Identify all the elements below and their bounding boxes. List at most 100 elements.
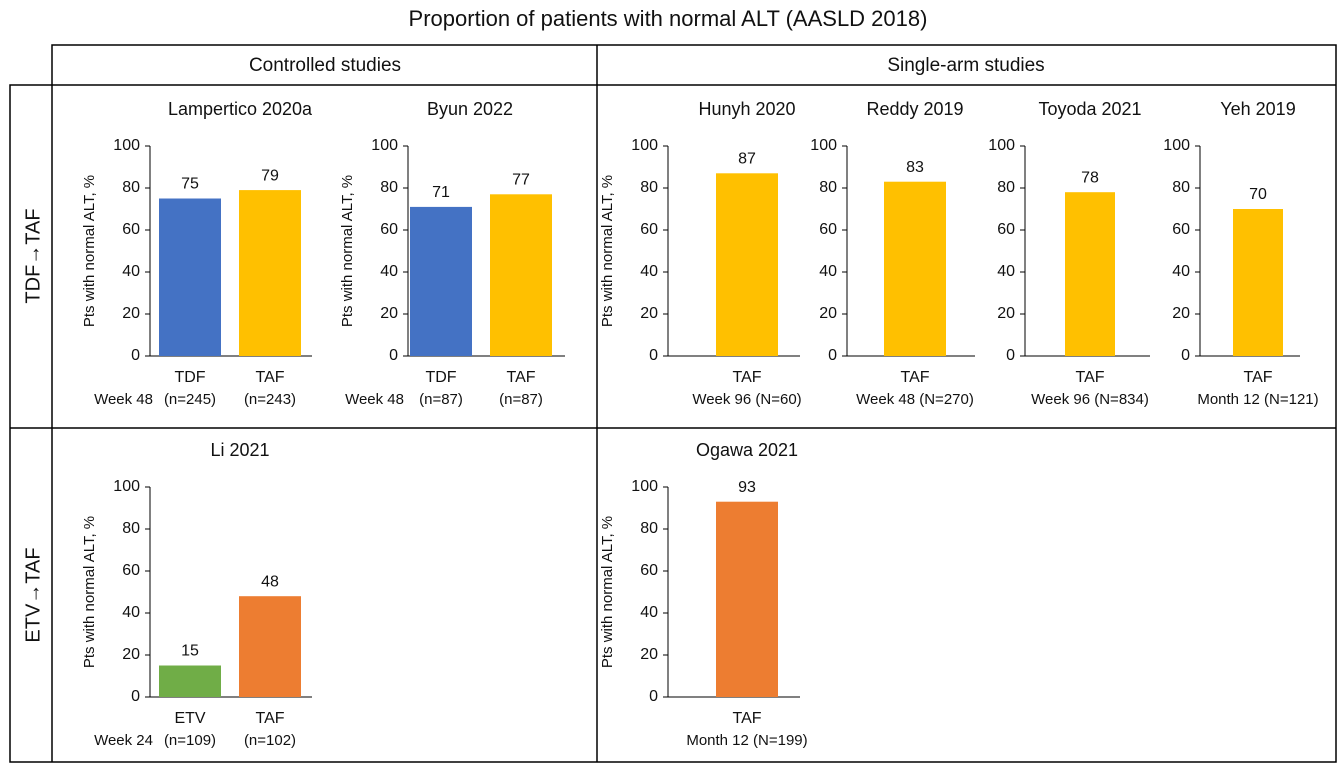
bar: [884, 181, 946, 356]
data-label: 77: [512, 172, 530, 189]
bar: [716, 501, 778, 697]
y-tick-label: 0: [649, 688, 658, 705]
data-label: 71: [432, 184, 450, 201]
data-label: 78: [1081, 169, 1099, 186]
x-tick-label: TAF: [900, 369, 929, 386]
y-axis-label: Pts with normal ALT, %: [339, 175, 356, 327]
timepoint: Week 48: [94, 391, 153, 408]
chart-title: Hunyh 2020: [698, 99, 795, 119]
footnote: Week 96 (N=834): [1031, 391, 1149, 408]
y-tick-label: 20: [819, 305, 837, 322]
y-tick-label: 60: [640, 562, 658, 579]
y-tick-label: 20: [122, 305, 140, 322]
y-tick-label: 40: [122, 263, 140, 280]
y-tick-label: 80: [122, 179, 140, 196]
chart-title: Toyoda 2021: [1038, 99, 1141, 119]
y-tick-label: 40: [640, 604, 658, 621]
chart-title: Byun 2022: [427, 99, 513, 119]
bar: [410, 206, 472, 356]
y-tick-label: 100: [113, 137, 140, 154]
bar: [239, 190, 301, 356]
column-header: Single-arm studies: [887, 55, 1044, 76]
y-tick-label: 60: [819, 221, 837, 238]
y-tick-label: 100: [631, 478, 658, 495]
y-tick-label: 80: [640, 520, 658, 537]
chart-title: Lampertico 2020a: [168, 99, 313, 119]
x-tick-label: TAF: [1243, 369, 1272, 386]
data-label: 83: [906, 159, 924, 176]
y-tick-label: 20: [380, 305, 398, 322]
y-tick-label: 40: [1172, 263, 1190, 280]
y-tick-label: 0: [131, 688, 140, 705]
y-tick-label: 80: [380, 179, 398, 196]
chart-title: Li 2021: [210, 440, 269, 460]
y-tick-label: 80: [640, 179, 658, 196]
y-tick-label: 60: [380, 221, 398, 238]
bar: [1233, 209, 1283, 356]
y-tick-label: 0: [1006, 347, 1015, 364]
data-label: 87: [738, 151, 756, 168]
y-tick-label: 80: [997, 179, 1015, 196]
chart-title: Reddy 2019: [866, 99, 963, 119]
y-tick-label: 20: [640, 646, 658, 663]
y-tick-label: 40: [122, 604, 140, 621]
y-tick-label: 0: [1181, 347, 1190, 364]
y-tick-label: 0: [389, 347, 398, 364]
footnote: Week 96 (N=60): [692, 391, 801, 408]
y-tick-label: 40: [997, 263, 1015, 280]
y-tick-label: 60: [122, 562, 140, 579]
y-tick-label: 80: [1172, 179, 1190, 196]
x-tick-label: TAF: [255, 369, 284, 386]
y-tick-label: 20: [122, 646, 140, 663]
row-label: ETV→TAF: [22, 547, 44, 642]
y-tick-label: 60: [640, 221, 658, 238]
table-grid: [9, 44, 1337, 763]
y-tick-label: 60: [1172, 221, 1190, 238]
x-tick-label: TAF: [506, 369, 535, 386]
sample-size: (n=87): [499, 391, 543, 408]
x-tick-label: TDF: [174, 369, 205, 386]
y-tick-label: 60: [122, 221, 140, 238]
data-label: 75: [181, 176, 199, 193]
x-tick-label: TAF: [732, 369, 761, 386]
chart-title: Yeh 2019: [1220, 99, 1295, 119]
chart-title: Ogawa 2021: [696, 440, 798, 460]
y-tick-label: 60: [997, 221, 1015, 238]
bar: [239, 596, 301, 697]
sample-size: (n=87): [419, 391, 463, 408]
y-axis-label: Pts with normal ALT, %: [599, 516, 616, 668]
sample-size: (n=245): [164, 391, 216, 408]
y-tick-label: 40: [380, 263, 398, 280]
y-tick-label: 20: [1172, 305, 1190, 322]
y-tick-label: 20: [997, 305, 1015, 322]
y-tick-label: 100: [113, 478, 140, 495]
y-tick-label: 80: [819, 179, 837, 196]
data-label: 70: [1249, 186, 1267, 203]
y-axis-label: Pts with normal ALT, %: [599, 175, 616, 327]
row-label: TDF→TAF: [22, 208, 44, 303]
figure-title: Proportion of patients with normal ALT (…: [409, 6, 928, 31]
data-label: 15: [181, 643, 199, 660]
timepoint: Week 24: [94, 732, 153, 749]
sample-size: (n=109): [164, 732, 216, 749]
y-tick-label: 100: [810, 137, 837, 154]
footnote: Month 12 (N=199): [686, 732, 807, 749]
timepoint: Week 48: [345, 391, 404, 408]
y-tick-label: 100: [1163, 137, 1190, 154]
bar: [1065, 192, 1115, 356]
y-tick-label: 100: [631, 137, 658, 154]
footnote: Week 48 (N=270): [856, 391, 974, 408]
x-tick-label: TAF: [732, 710, 761, 727]
y-tick-label: 100: [988, 137, 1015, 154]
x-tick-label: TAF: [1075, 369, 1104, 386]
y-tick-label: 40: [640, 263, 658, 280]
bar: [159, 665, 221, 697]
y-tick-label: 100: [371, 137, 398, 154]
data-label: 79: [261, 167, 279, 184]
x-tick-label: TDF: [425, 369, 456, 386]
data-label: 48: [261, 573, 279, 590]
y-tick-label: 20: [640, 305, 658, 322]
y-tick-label: 80: [122, 520, 140, 537]
footnote: Month 12 (N=121): [1197, 391, 1318, 408]
